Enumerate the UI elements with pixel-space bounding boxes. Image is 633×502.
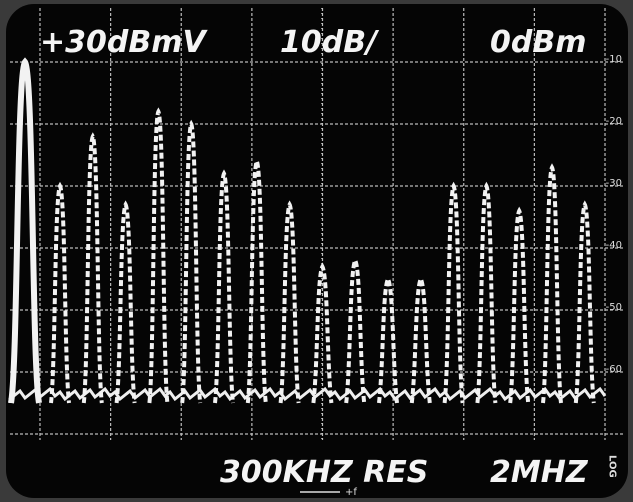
spectral-peak xyxy=(278,200,301,404)
spectral-peak xyxy=(442,181,465,404)
spectral-peak xyxy=(541,163,563,404)
spectral-peak xyxy=(180,119,203,404)
log-mode: LOG xyxy=(607,455,618,478)
trace xyxy=(8,57,607,404)
spectral-peak xyxy=(49,181,71,404)
scale-label: -40 xyxy=(606,240,622,251)
scale-label: -20 xyxy=(606,116,622,127)
spectral-peak xyxy=(81,132,104,404)
spectral-peak xyxy=(213,169,235,404)
scale-label: -60 xyxy=(606,364,622,375)
spectral-peak xyxy=(344,256,367,404)
reference-unit: 0dBm xyxy=(490,25,586,60)
spectral-peak xyxy=(311,262,334,404)
span: 2MHZ xyxy=(490,455,589,490)
frequency-arrow: +f xyxy=(345,487,357,498)
scale-label: -30 xyxy=(606,178,622,189)
scale-label: -50 xyxy=(606,302,622,313)
noise-floor xyxy=(8,386,607,403)
resolution-bandwidth: 300KHZ RES xyxy=(220,455,428,490)
scale-per-division: 10dB/ xyxy=(280,25,380,60)
spectral-peak xyxy=(573,200,596,404)
spectral-peak xyxy=(508,206,531,404)
spectral-peak xyxy=(475,181,498,404)
reference-level: +30dBmV xyxy=(40,25,208,60)
spectral-peak xyxy=(114,200,137,404)
scale-label: -10 xyxy=(606,54,622,65)
spectral-peak xyxy=(147,107,170,404)
spectral-peak xyxy=(8,57,42,404)
